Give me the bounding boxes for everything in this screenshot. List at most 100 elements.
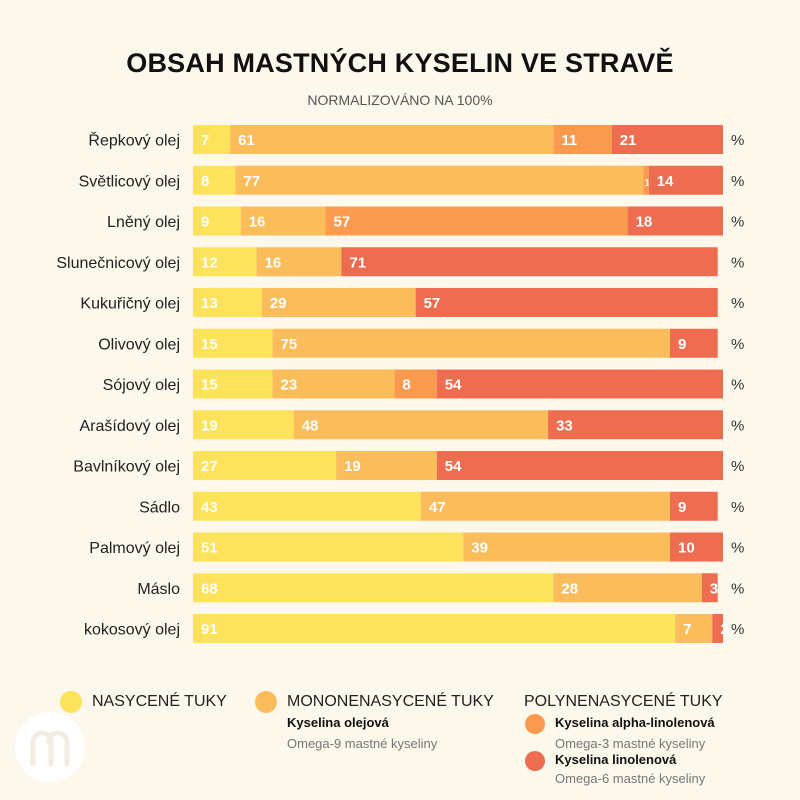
percent-label: %	[731, 132, 744, 149]
legend-saturated-label: NASYCENÉ TUKY	[92, 693, 227, 710]
bar-segment	[553, 125, 612, 154]
value-label: 3	[710, 580, 718, 597]
bar-segment	[436, 369, 723, 399]
category-label: Sádlo	[139, 499, 180, 516]
category-label: Arašídový olej	[80, 418, 181, 435]
value-label: 11	[561, 132, 577, 149]
value-label: 19	[344, 458, 361, 475]
value-label: 29	[270, 295, 287, 312]
value-label: 8	[402, 377, 410, 394]
bar-segment	[272, 369, 395, 399]
stacked-bar-chart: Řepkový olej 7 61 11 21 %Světlicový olej 8 77 1 1…	[56, 125, 744, 643]
category-label: Slunečnicový olej	[56, 255, 180, 272]
bar-segment	[670, 328, 718, 358]
bar-segment	[394, 369, 437, 399]
bar-segment	[712, 614, 723, 643]
value-label: 68	[201, 580, 218, 597]
percent-label: %	[731, 214, 744, 231]
value-label: 61	[238, 132, 255, 149]
value-label: 57	[334, 214, 351, 231]
value-label: 28	[561, 580, 578, 597]
category-label: Kukuřičný olej	[80, 296, 180, 313]
legend-ala-note: Omega-3 mastné kyseliny	[555, 736, 706, 751]
value-label: 7	[201, 132, 209, 149]
value-label: 57	[424, 295, 441, 312]
bar-segment	[548, 410, 723, 440]
category-label: Světlicový olej	[79, 173, 180, 190]
bar-segment	[193, 125, 231, 154]
bar-segment	[436, 451, 723, 480]
bar-segment	[193, 573, 554, 603]
percent-label: %	[731, 254, 744, 271]
bar-segment	[648, 165, 723, 195]
bar-segment	[193, 369, 273, 399]
bar-segment	[272, 328, 670, 358]
percent-label: %	[731, 458, 744, 475]
legend-mono-label: MONONENASYCENÉ TUKY	[287, 693, 494, 710]
value-label: 13	[201, 295, 218, 312]
chart-subtitle: NORMALIZOVÁNO NA 100%	[307, 92, 493, 108]
legend-poly-label: POLYNENASYCENÉ TUKY	[524, 693, 723, 710]
percent-label: %	[731, 580, 744, 597]
legend-ala-label: Kyselina alpha-linolenová	[555, 715, 715, 730]
bar-segment	[261, 288, 416, 317]
value-label: 9	[678, 336, 686, 353]
value-label: 39	[471, 540, 488, 557]
percent-label: %	[731, 173, 744, 190]
category-label: Olivový olej	[98, 336, 180, 353]
bar-segment	[235, 165, 644, 195]
value-label: 77	[243, 173, 260, 190]
bar-segment	[627, 206, 723, 236]
value-label: 15	[201, 377, 218, 394]
brand-logo	[15, 712, 85, 782]
value-label: 14	[657, 173, 674, 190]
value-label: 51	[201, 540, 218, 557]
bar-segment	[293, 410, 549, 440]
bar-segment	[193, 451, 337, 480]
value-label: 23	[281, 377, 298, 394]
bar-segment	[336, 451, 437, 480]
category-label: Lněný olej	[107, 214, 180, 231]
legend-la-label: Kyselina linolenová	[555, 752, 677, 767]
value-label: 54	[445, 377, 462, 394]
bar-segment	[670, 491, 718, 521]
bar-segment	[240, 206, 326, 236]
chart-title: OBSAH MASTNÝCH KYSELIN VE STRAVĚ	[126, 48, 674, 78]
value-label: 71	[349, 254, 366, 271]
value-label: 9	[678, 499, 686, 516]
value-label: 7	[683, 621, 691, 638]
value-label: 10	[678, 540, 695, 557]
legend-swatch-saturated	[60, 691, 82, 713]
value-label: 16	[249, 214, 266, 231]
bar-segment	[675, 614, 713, 643]
category-label: kokosový olej	[84, 622, 180, 639]
legend-swatch-la	[525, 751, 545, 771]
bar-segment	[463, 532, 670, 562]
legend-mono-note: Omega-9 mastné kyseliny	[287, 736, 438, 751]
bar-segment	[701, 573, 718, 603]
value-label: 27	[201, 458, 218, 475]
bar-segment	[193, 410, 294, 440]
value-label: 16	[265, 254, 282, 271]
bar-segment	[611, 125, 723, 154]
percent-label: %	[731, 540, 744, 557]
value-label: 21	[620, 132, 637, 149]
bar-segment	[193, 165, 236, 195]
value-label: 12	[201, 254, 218, 271]
bar-segment	[553, 573, 702, 603]
bar-segment	[193, 206, 241, 236]
logo-icon	[30, 730, 70, 767]
percent-label: %	[731, 417, 744, 434]
bar-segment	[325, 206, 628, 236]
category-label: Palmový olej	[89, 540, 180, 557]
bar-segment	[256, 247, 342, 277]
category-label: Sójový olej	[103, 377, 180, 394]
value-label: 48	[302, 417, 319, 434]
bar-segment	[193, 532, 464, 562]
bar-segment	[230, 125, 554, 154]
percent-label: %	[731, 621, 744, 638]
bar-segment	[420, 491, 670, 521]
value-label: 47	[429, 499, 446, 516]
bar-segment	[193, 491, 421, 521]
percent-label: %	[731, 377, 744, 394]
